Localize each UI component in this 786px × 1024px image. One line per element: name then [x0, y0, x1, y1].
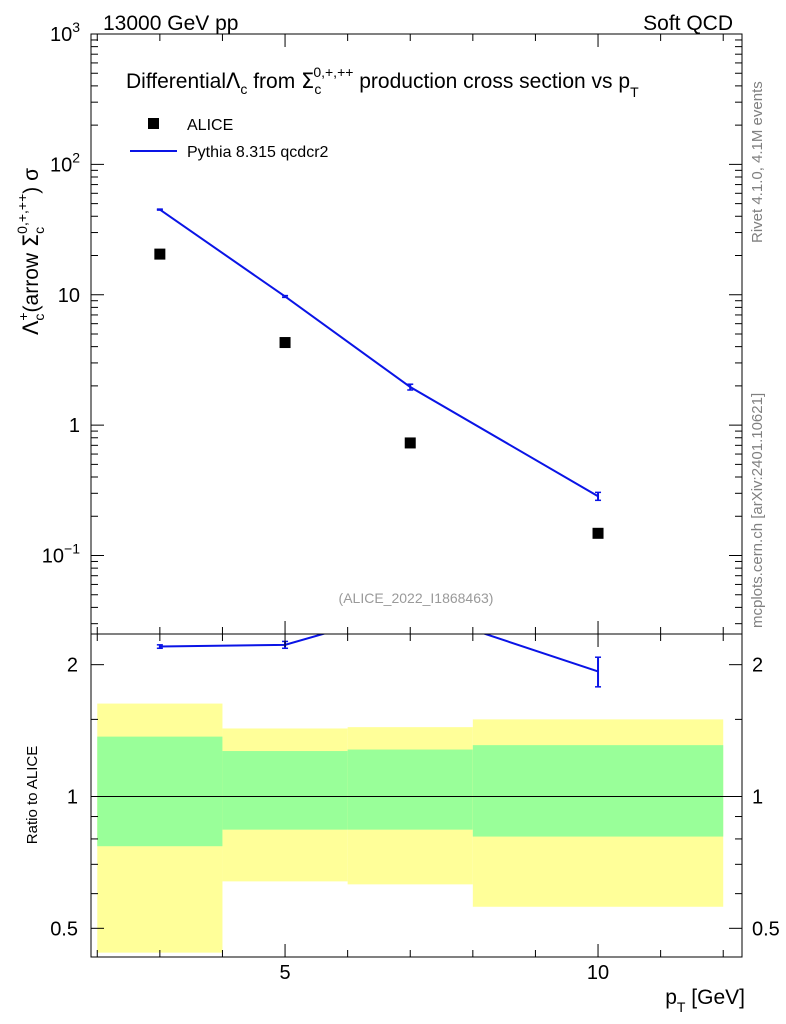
ratio-y-tick-label-right: 2: [752, 655, 763, 677]
y-tick-base: 10: [50, 154, 72, 176]
y-tick-label: 102: [50, 149, 80, 176]
y-tick-base: 10: [50, 24, 72, 46]
ylabel-part: (arrow: [20, 247, 43, 312]
y-tick-exp: 3: [72, 19, 80, 35]
uncertainty-band-stat: [347, 749, 473, 830]
rivet-version-label: Rivet 4.1.0, 4.1M events: [749, 81, 766, 243]
plot-title: DifferentialΛc from Σc0,+,++ production …: [126, 64, 639, 100]
y-tick-exp: −1: [64, 541, 80, 557]
ylabel-part: c: [31, 227, 47, 234]
title-part: production cross section vs p: [353, 70, 630, 93]
legend-pythia-label: Pythia 8.315 qcdcr2: [187, 144, 329, 161]
ylabel-part: 0,+,++: [14, 194, 30, 234]
watermark: (ALICE_2022_I1868463): [339, 590, 494, 606]
alice-point: [404, 437, 416, 449]
y-tick-exp: 2: [72, 149, 80, 165]
title-part: Λ: [226, 69, 241, 93]
y-tick-label: 1: [69, 415, 80, 437]
x-tick-label: 5: [279, 962, 290, 984]
x-axis-label: pT [GeV]: [665, 986, 745, 1015]
title-part: c: [314, 81, 321, 97]
header-left: 13000 GeV pp: [103, 12, 238, 35]
title-part: Σ: [301, 69, 314, 93]
ratio-panel: 0.5 0.5 1 1 2 2 5 10: [50, 633, 780, 984]
ratio-y-tick-label: 2: [67, 655, 78, 677]
ratio-y-tick-label-right: 1: [752, 786, 763, 808]
ratio-plot-area: [91, 634, 742, 953]
xlabel-part: p: [665, 986, 677, 1009]
ratio-y-axis-label: Ratio to ALICE: [24, 746, 41, 844]
title-part: T: [630, 84, 639, 100]
y-tick-base: 10: [42, 546, 64, 568]
title-part: 0,+,++: [313, 64, 353, 80]
header-right: Soft QCD: [643, 12, 733, 35]
y-tick-label: 10: [58, 285, 80, 307]
alice-point: [154, 248, 166, 260]
y-tick-label: 103: [50, 19, 80, 46]
ratio-y-tick-label-right: 0.5: [752, 918, 780, 940]
xlabel-part: [GeV]: [685, 986, 745, 1009]
title-part: Differential: [126, 70, 226, 93]
uncertainty-band-stat: [222, 751, 348, 830]
legend-alice-marker: [148, 118, 159, 129]
x-tick-label: 10: [587, 962, 609, 984]
pythia-line: [159, 208, 599, 498]
ratio-pythia-line: [159, 634, 599, 673]
mcplots-label: mcplots.cern.ch [arXiv:2401.10621]: [749, 393, 766, 628]
ratio-frame: [90, 633, 743, 958]
ratio-y-tick-label: 1: [67, 786, 78, 808]
y-axis-label-main: Λc+(arrow Σc0,+,++) σ: [14, 168, 47, 335]
ylabel-part: Λ: [19, 320, 43, 335]
legend-alice-label: ALICE: [187, 117, 233, 134]
y-tick-base: 1: [69, 415, 80, 437]
alice-point: [592, 527, 604, 539]
ratio-y-tick-label: 0.5: [50, 918, 78, 940]
xlabel-part: T: [677, 999, 686, 1015]
ylabel-part: Σ: [19, 234, 43, 247]
uncertainty-band-stat: [472, 745, 724, 837]
ylabel-part: c: [31, 314, 47, 321]
y-tick-label: 10−1: [42, 541, 80, 568]
title-part: c: [240, 81, 247, 97]
y-tick-base: 10: [58, 285, 80, 307]
title-part: from: [247, 70, 301, 93]
alice-point: [279, 337, 291, 349]
uncertainty-band-stat: [97, 736, 223, 847]
ylabel-part: ) σ: [20, 168, 43, 194]
ylabel-part: +: [15, 312, 31, 320]
